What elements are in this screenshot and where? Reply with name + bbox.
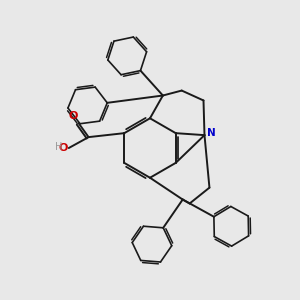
Text: H: H (55, 142, 62, 152)
Text: O: O (68, 111, 78, 121)
Text: O: O (58, 143, 68, 153)
Text: N: N (208, 128, 216, 138)
